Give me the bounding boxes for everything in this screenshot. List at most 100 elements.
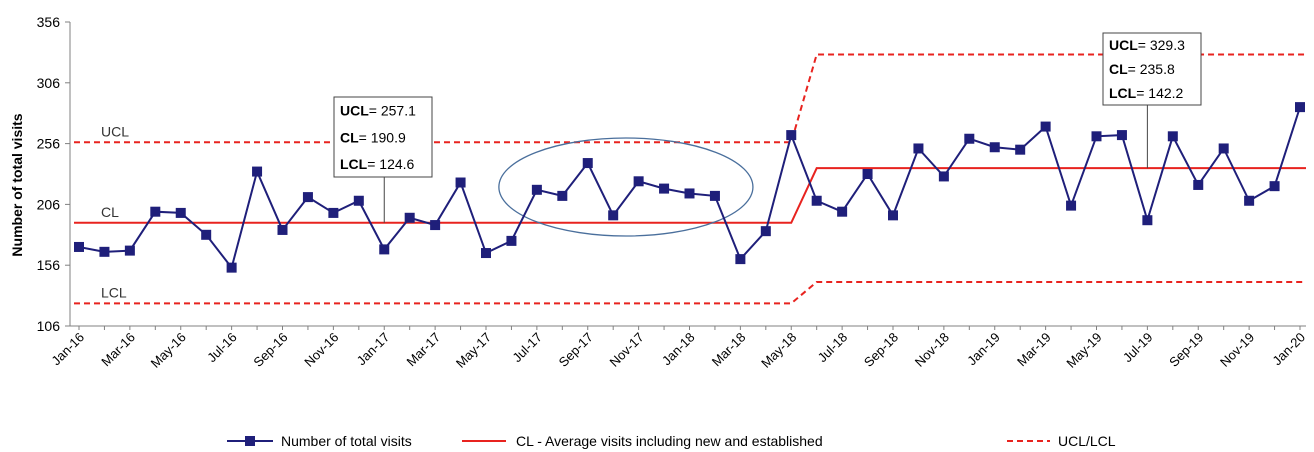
data-point (531, 184, 542, 195)
x-tick-label: Jul-16 (204, 330, 240, 366)
data-point (1218, 143, 1229, 154)
annotation-ucl: UCL= 257.1 (340, 103, 416, 119)
data-point (455, 177, 466, 188)
plot-area: UCL CL LCL (74, 53, 1306, 305)
data-point (99, 246, 110, 257)
data-point (1244, 195, 1255, 206)
x-axis: Jan-16 Mar-16 May-16 Jul-16 Sep-16 Nov-16 Jan-… (48, 325, 1308, 371)
data-point (1116, 130, 1127, 141)
data-point (353, 195, 364, 206)
data-point (964, 133, 975, 144)
x-tick-label: Nov-19 (1217, 330, 1257, 370)
data-point (124, 245, 135, 256)
x-tick-label: May-19 (1063, 330, 1104, 371)
x-tick-label: Jan-17 (354, 330, 393, 369)
data-point (1015, 144, 1026, 155)
data-point (150, 206, 161, 217)
data-point (913, 143, 924, 154)
data-point (1142, 215, 1153, 226)
x-tick-label: May-16 (148, 330, 189, 371)
data-point (709, 190, 720, 201)
data-point (430, 220, 441, 231)
data-point (328, 207, 339, 218)
data-point (175, 207, 186, 218)
data-point (1167, 131, 1178, 142)
x-tick-label: Nov-17 (606, 330, 646, 370)
x-tick-label: Jul-19 (1120, 330, 1156, 366)
data-point (74, 241, 84, 252)
y-tick-label: 306 (37, 75, 61, 91)
data-point (201, 229, 212, 240)
x-tick-label: Jul-18 (815, 330, 851, 366)
x-tick-label: Jan-19 (964, 330, 1003, 369)
data-point (557, 190, 568, 201)
data-point (837, 206, 848, 217)
legend: Number of total visits CL - Average visit… (227, 433, 1116, 449)
data-point (659, 183, 670, 194)
y-axis-title: Number of total visits (9, 113, 25, 256)
data-point (735, 254, 746, 265)
annotation-box (333, 96, 433, 178)
x-tick-label: Jul-17 (509, 330, 545, 366)
data-point (1193, 179, 1204, 190)
x-tick-label: Mar-19 (1014, 330, 1054, 370)
legend-visits-marker (245, 436, 255, 446)
visits-line (78, 106, 1301, 270)
data-point (1091, 131, 1102, 142)
x-tick-label: Nov-16 (301, 330, 341, 370)
annotation-box (1102, 32, 1202, 106)
annotation-ucl: UCL= 329.3 (1109, 37, 1185, 53)
data-point (608, 210, 619, 221)
x-tick-label: Jan-16 (48, 330, 87, 369)
data-point (862, 169, 873, 179)
annotation-cl: CL= 190.9 (340, 129, 406, 145)
data-point (938, 171, 949, 182)
legend-visits-label: Number of total visits (281, 433, 412, 449)
x-tick-label: Sep-19 (1166, 330, 1206, 370)
data-point (506, 235, 517, 246)
y-tick-label: 156 (37, 257, 61, 273)
x-tick-label: Mar-17 (404, 330, 444, 370)
ucl-label: UCL (101, 123, 129, 139)
x-tick-label: Sep-16 (250, 330, 290, 370)
lcl-label: LCL (101, 284, 127, 300)
x-tick-label: May-17 (453, 330, 494, 371)
y-tick-label: 256 (37, 136, 61, 152)
x-tick-label: Nov-18 (912, 330, 952, 370)
annotation-lcl: LCL= 124.6 (340, 156, 415, 172)
data-point (481, 248, 491, 259)
y-tick-label: 356 (37, 14, 61, 30)
annotations: UCL= 257.1 CL= 190.9 LCL= 124.6 UCL= 329.3 C… (333, 32, 1202, 223)
data-point (1269, 181, 1280, 192)
x-tick-label: Jan-18 (659, 330, 698, 369)
legend-limits-label: UCL/LCL (1058, 433, 1116, 449)
data-point (989, 142, 1000, 153)
y-tick-label: 206 (37, 196, 61, 212)
cl-label: CL (101, 204, 119, 220)
data-point (277, 224, 288, 235)
highlight-ellipse (498, 137, 754, 237)
data-point (786, 130, 797, 141)
data-point (1066, 200, 1077, 211)
x-tick-label: Sep-17 (556, 330, 596, 370)
annotation-lcl: LCL= 142.2 (1109, 85, 1184, 101)
data-point (252, 166, 263, 177)
data-point (404, 212, 415, 223)
x-tick-label: Mar-18 (709, 330, 749, 370)
data-point (811, 195, 822, 206)
data-point (888, 210, 898, 221)
data-point (760, 226, 771, 237)
data-point (1040, 121, 1051, 132)
data-point (379, 244, 390, 255)
data-point (226, 262, 237, 273)
x-tick-label: May-18 (758, 330, 799, 371)
legend-cl-label: CL - Average visits including new and es… (516, 433, 823, 449)
annotation-cl: CL= 235.8 (1109, 61, 1175, 77)
lcl-line (74, 280, 1306, 305)
data-point (633, 176, 644, 187)
ucl-line (74, 53, 1306, 144)
data-point (582, 158, 593, 169)
data-point (684, 188, 695, 199)
y-tick-label: 106 (37, 318, 61, 334)
